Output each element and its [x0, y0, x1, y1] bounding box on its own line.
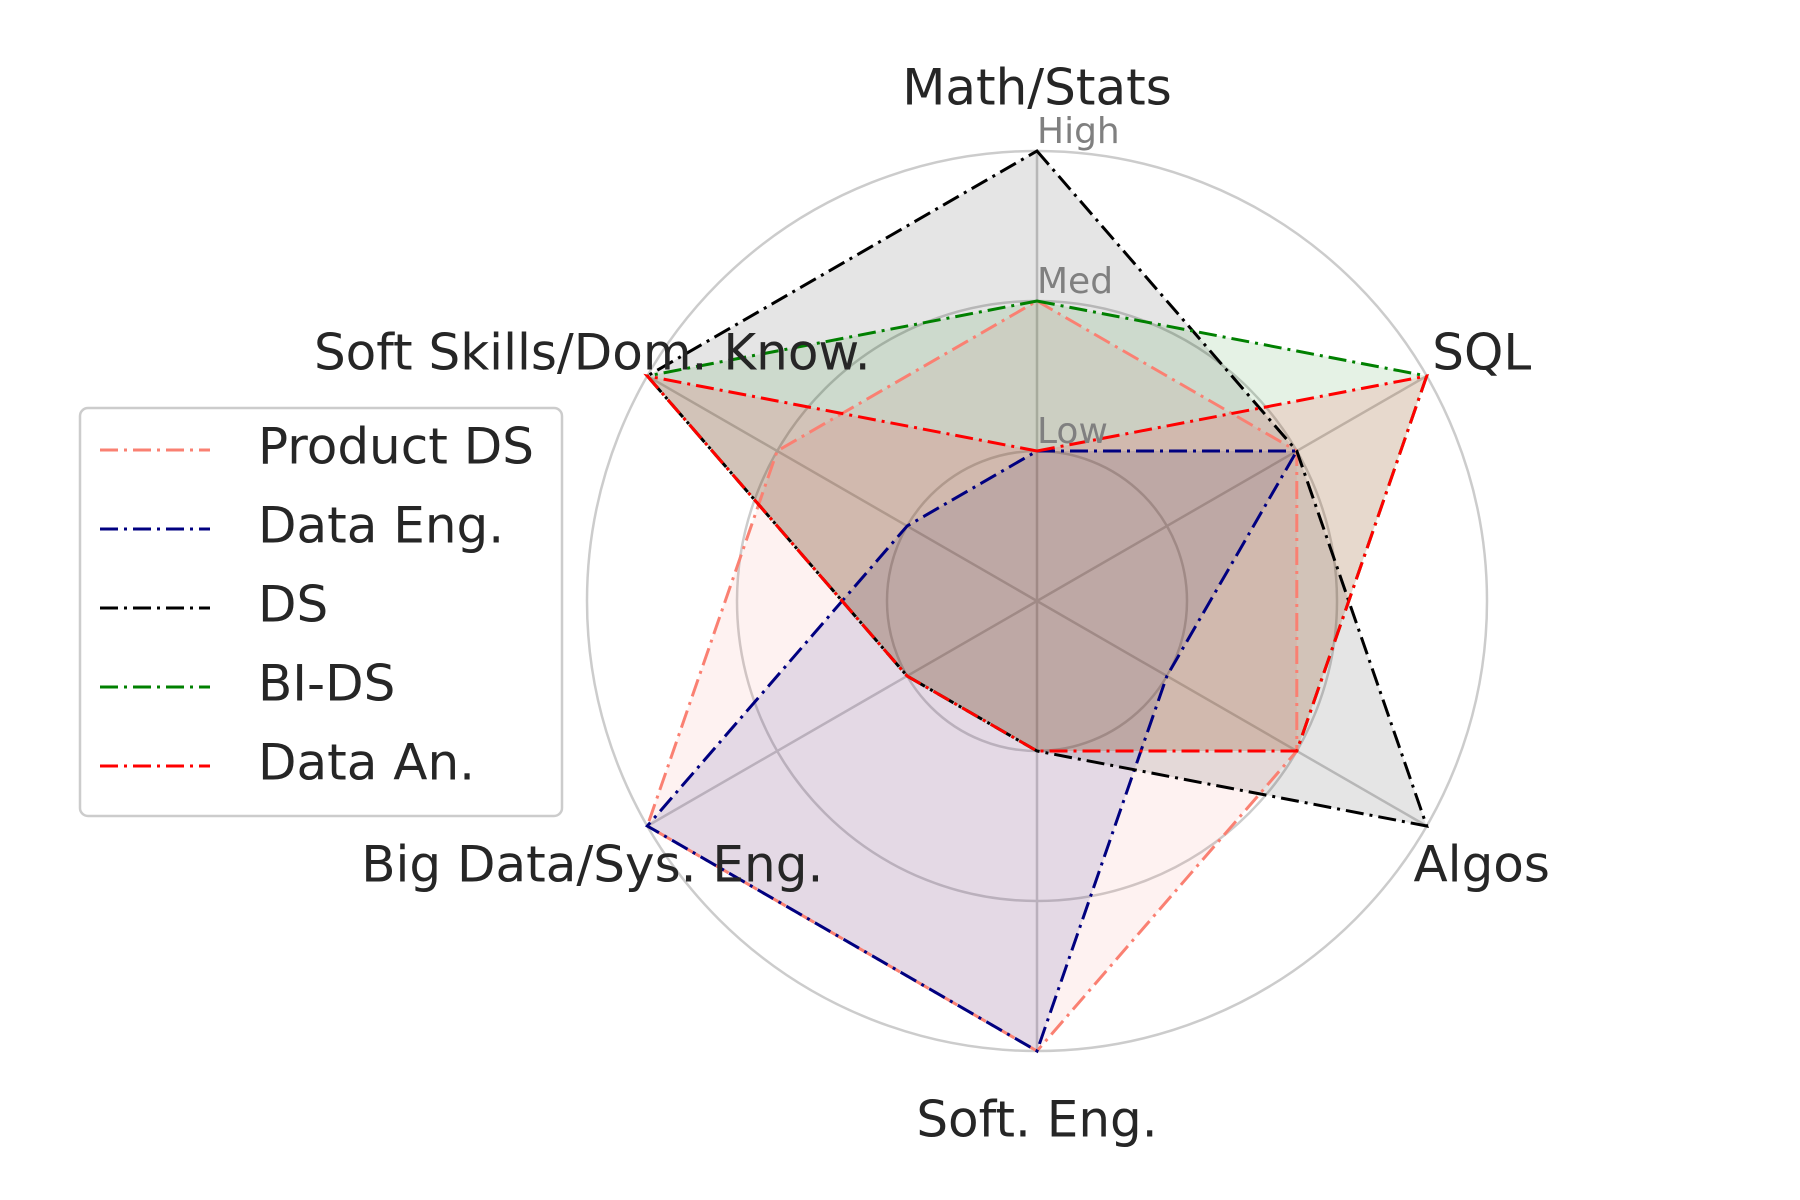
series-line	[644, 449, 1300, 1054]
legend: Product DS Data Eng. DS BI-DS Data An.	[78, 406, 564, 818]
axis-label: Big Data/Sys. Eng.	[361, 836, 823, 894]
series-area	[647, 301, 1297, 1051]
axis-label: SQL	[1432, 324, 1531, 382]
series-area	[647, 151, 1427, 826]
legend-label: Data An.	[258, 734, 475, 792]
axis-label: Math/Stats	[902, 59, 1172, 117]
legend-label: Product DS	[258, 418, 534, 476]
legend-box	[78, 406, 564, 818]
tick-label: High	[1037, 111, 1120, 152]
series-line	[643, 373, 1429, 753]
series-line	[644, 149, 1429, 828]
tick-label: Med	[1037, 261, 1113, 302]
grid-spoke	[1036, 599, 1428, 828]
axis-label: Soft Skills/Dom. Know.	[314, 324, 871, 382]
radar-series	[643, 149, 1429, 1054]
tick-label: Low	[1037, 411, 1108, 452]
series-area	[647, 451, 1297, 1051]
legend-label: Data Eng.	[258, 497, 504, 555]
grid-spoke	[1036, 374, 1428, 603]
axis-label: Algos	[1413, 836, 1549, 894]
grid-spoke	[646, 374, 1038, 603]
grid-spoke	[646, 599, 1038, 828]
axis-label: Soft. Eng.	[916, 1091, 1157, 1149]
legend-label: DS	[258, 576, 328, 634]
series-area	[647, 376, 1427, 751]
legend-label: BI-DS	[258, 655, 395, 713]
